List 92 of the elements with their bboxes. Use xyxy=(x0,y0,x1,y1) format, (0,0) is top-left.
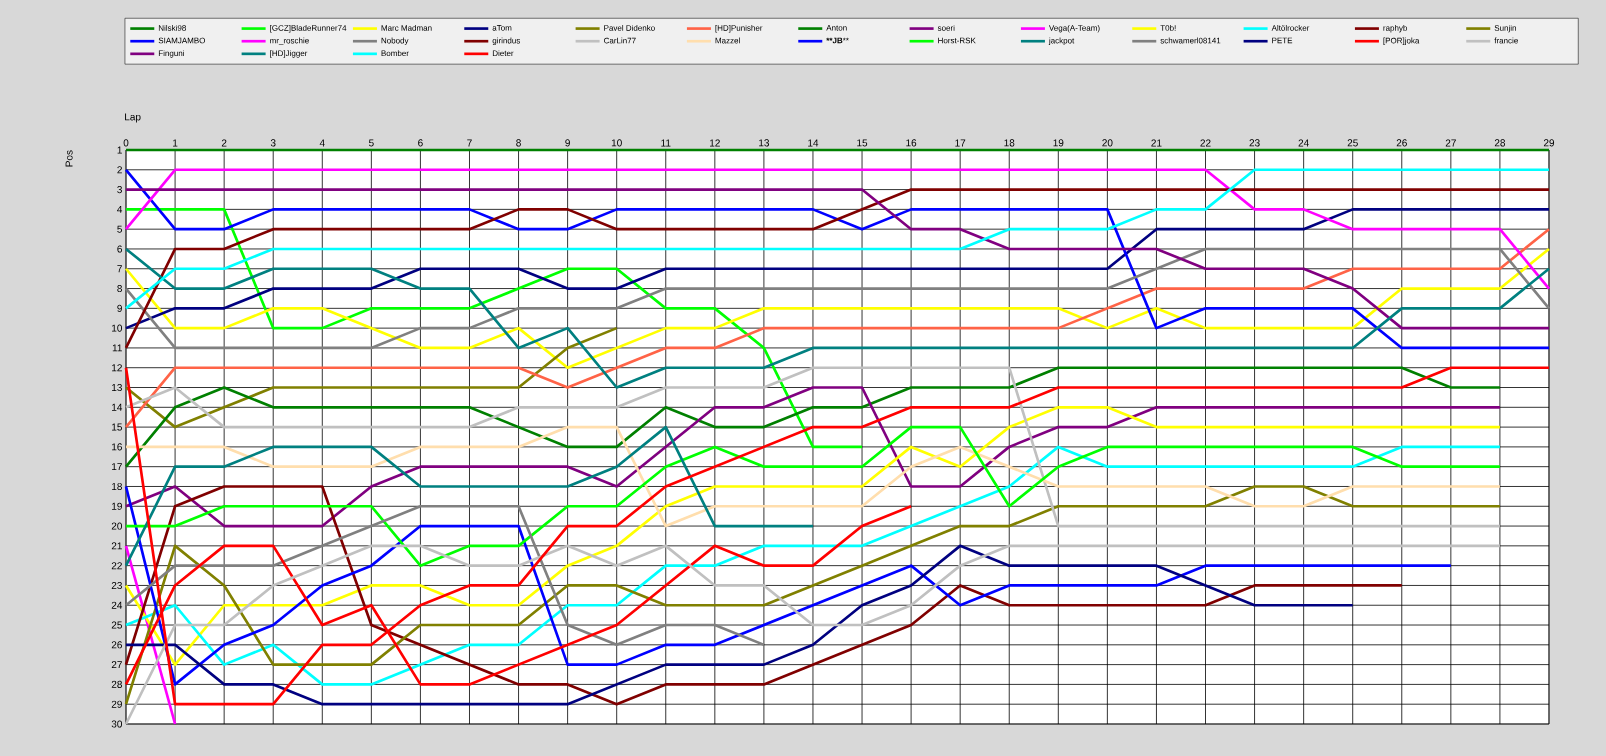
legend-label: Dieter xyxy=(492,50,514,57)
legend-label: Marc Madman xyxy=(381,24,432,31)
y-tick-label: 4 xyxy=(117,205,123,213)
x-tick-label: 21 xyxy=(1151,139,1162,147)
y-tick-label: 26 xyxy=(111,641,122,649)
y-tick-label: 27 xyxy=(111,661,122,669)
x-tick-label: 6 xyxy=(418,139,423,147)
legend-label: SIAMJAMBO xyxy=(158,37,206,44)
y-axis-title: Pos xyxy=(65,150,73,167)
legend-label: [HD]Punisher xyxy=(715,24,763,33)
x-tick-label: 7 xyxy=(467,139,472,147)
y-tick-label: 14 xyxy=(112,403,123,411)
x-tick-label: 22 xyxy=(1200,139,1211,147)
legend-label: Nobody xyxy=(381,37,409,46)
y-tick-label: 8 xyxy=(117,285,122,293)
x-tick-label: 24 xyxy=(1298,139,1309,147)
x-tick-label: 16 xyxy=(906,139,917,147)
y-tick-label: 9 xyxy=(117,304,122,312)
x-tick-label: 20 xyxy=(1102,139,1113,147)
x-tick-label: 0 xyxy=(123,139,129,147)
x-tick-label: 9 xyxy=(565,139,570,147)
y-tick-label: 3 xyxy=(117,186,122,194)
y-tick-label: 24 xyxy=(111,601,123,609)
legend-label: girindus xyxy=(492,37,520,46)
x-tick-label: 28 xyxy=(1494,139,1506,147)
x-tick-label: 15 xyxy=(857,139,868,147)
y-tick-label: 15 xyxy=(112,423,122,431)
x-tick-label: 12 xyxy=(710,139,720,147)
x-tick-label: 13 xyxy=(759,139,770,147)
x-tick-label: 29 xyxy=(1543,139,1555,147)
x-tick-label: 14 xyxy=(808,139,819,147)
y-tick-label: 29 xyxy=(111,700,122,708)
legend-label: francie xyxy=(1494,37,1518,44)
x-tick-label: 5 xyxy=(368,139,374,147)
x-tick-label: 25 xyxy=(1347,139,1358,147)
legend-label: [GCZ]BladeRunner74 xyxy=(270,24,347,33)
x-tick-label: 4 xyxy=(319,139,325,147)
legend-label: schwamerl08141 xyxy=(1160,37,1221,44)
x-tick-label: 8 xyxy=(516,139,521,147)
y-tick-label: 17 xyxy=(112,463,122,471)
legend-label: [POR]joka xyxy=(1383,37,1420,46)
legend-label: Finguni xyxy=(158,50,184,58)
legend-label: Altölrocker xyxy=(1271,24,1310,31)
legend-label: Horst-RSK xyxy=(938,37,976,44)
legend-label: mr_roschie xyxy=(270,37,309,45)
legend-label: Nilski98 xyxy=(158,24,186,31)
x-tick-label: 23 xyxy=(1249,139,1260,147)
y-tick-label: 30 xyxy=(111,720,123,728)
y-tick-label: 20 xyxy=(111,522,123,530)
y-tick-label: 12 xyxy=(112,364,122,372)
x-tick-label: 1 xyxy=(173,139,178,147)
legend-label: soeri xyxy=(937,24,955,31)
legend-label: Bomber xyxy=(381,50,409,57)
y-tick-label: 1 xyxy=(117,146,122,154)
legend-label: Anton xyxy=(826,25,847,31)
y-tick-label: 11 xyxy=(112,344,122,352)
legend-label: Vega(A-Team) xyxy=(1048,24,1100,33)
x-tick-label: 10 xyxy=(611,139,622,147)
y-tick-label: 2 xyxy=(117,166,122,174)
y-tick-label: 25 xyxy=(111,621,122,629)
legend-label: **JB** xyxy=(826,37,849,44)
legend-label: Mazzel xyxy=(715,37,740,44)
y-tick-label: 6 xyxy=(117,245,122,253)
y-tick-label: 16 xyxy=(112,443,122,451)
legend-label: Sunjin xyxy=(1494,24,1516,33)
y-tick-label: 21 xyxy=(111,542,122,550)
y-tick-label: 10 xyxy=(112,324,123,332)
legend-label: CarLin77 xyxy=(604,37,636,44)
x-tick-label: 18 xyxy=(1004,139,1015,147)
x-tick-label: 27 xyxy=(1445,139,1456,147)
x-tick-label: 17 xyxy=(955,139,966,147)
legend-label: PETE xyxy=(1272,37,1293,44)
x-tick-label: 3 xyxy=(270,139,276,147)
x-tick-label: 11 xyxy=(661,139,671,147)
x-tick-label: 19 xyxy=(1053,139,1064,147)
legend-label: Pavel Didenko xyxy=(604,24,655,31)
x-axis-title: Lap xyxy=(125,113,141,123)
legend-label: raphyb xyxy=(1383,24,1408,33)
y-tick-label: 23 xyxy=(111,581,122,589)
x-tick-label: 26 xyxy=(1396,139,1407,147)
y-tick-label: 18 xyxy=(112,482,122,491)
y-tick-label: 22 xyxy=(111,562,122,570)
legend-label: aTom xyxy=(492,25,512,31)
y-tick-label: 19 xyxy=(112,502,122,510)
y-tick-label: 13 xyxy=(112,383,122,392)
y-tick-label: 5 xyxy=(117,225,122,233)
y-tick-label: 28 xyxy=(111,680,122,688)
x-tick-label: 2 xyxy=(221,139,227,147)
legend-label: jackpot xyxy=(1048,37,1075,46)
legend-label: T0b! xyxy=(1160,24,1176,31)
legend-label: [HD]Jigger xyxy=(270,50,308,58)
y-tick-label: 7 xyxy=(117,265,122,273)
